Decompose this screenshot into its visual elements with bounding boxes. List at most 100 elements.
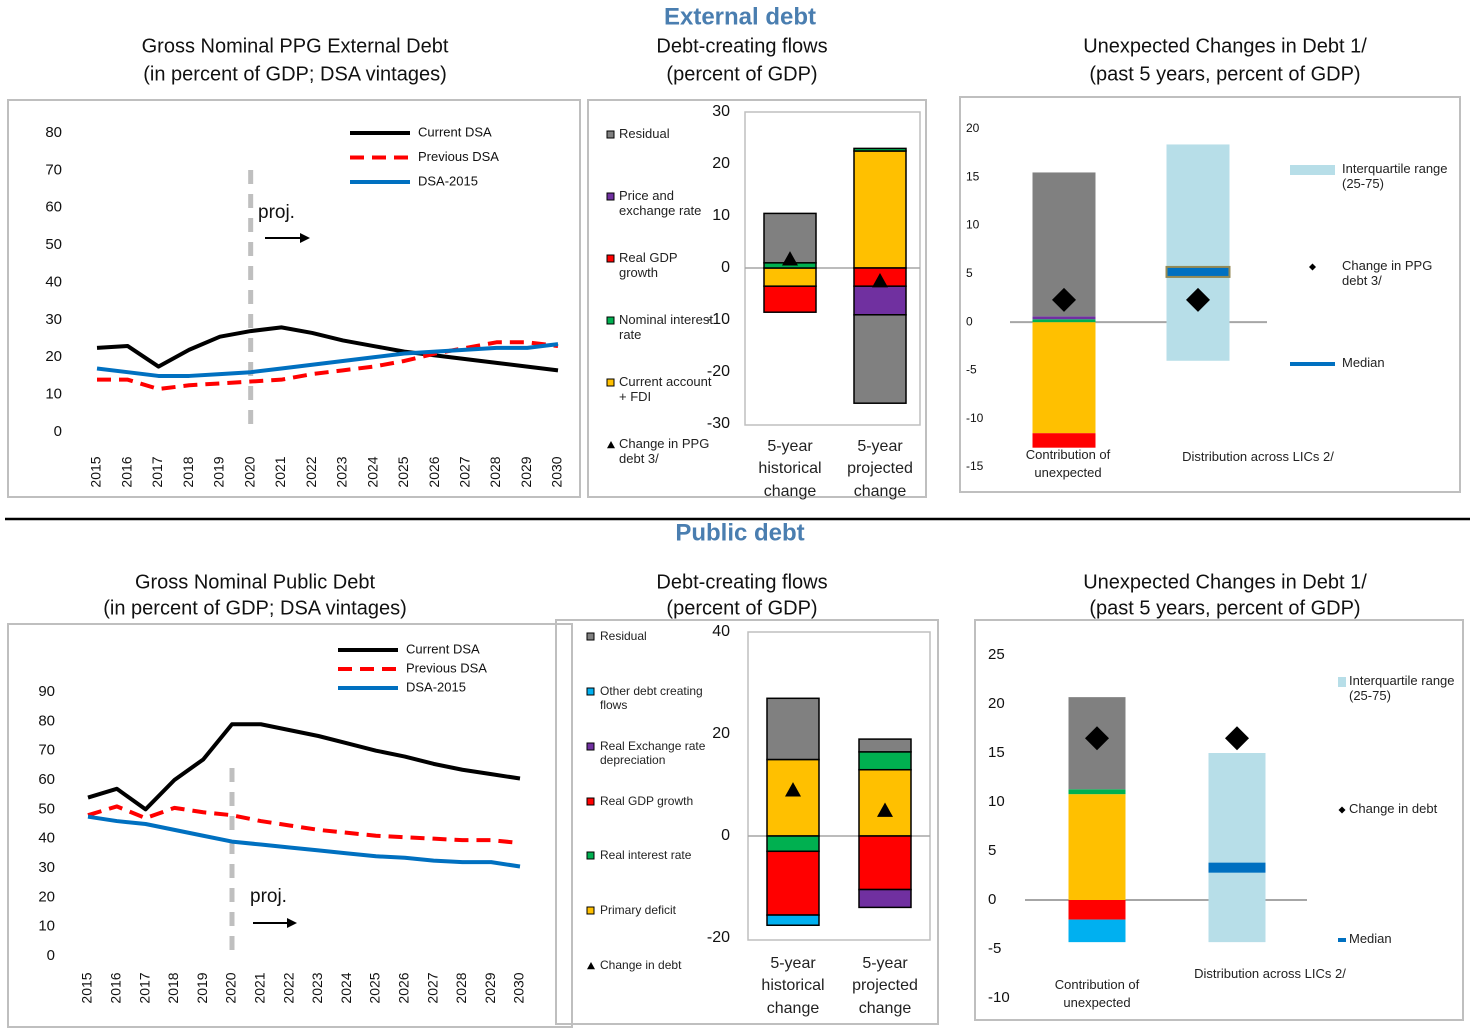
x-tick-label: 2016 — [108, 972, 124, 1003]
y-tick-label: -20 — [707, 929, 730, 946]
x-tick-label: 2030 — [549, 456, 565, 487]
legend-swatch — [606, 130, 615, 139]
y-tick-label: -5 — [966, 363, 977, 377]
x-tick-label: 2029 — [518, 456, 534, 487]
panel — [587, 99, 927, 498]
legend-label: Current account + FDI — [619, 374, 712, 405]
range-bar — [1166, 144, 1230, 361]
bar-segment — [853, 285, 907, 316]
x-tick-label: 2022 — [303, 456, 319, 487]
y-tick-label: 0 — [966, 314, 973, 328]
legend-swatch — [586, 906, 595, 915]
x-tick-label: 2015 — [88, 456, 104, 487]
chart-subtitle: (past 5 years, percent of GDP) — [1089, 597, 1360, 619]
x-tick-label: 2024 — [338, 972, 354, 1003]
y-tick-label: 90 — [38, 683, 55, 700]
bar-segment — [853, 150, 907, 269]
chart-subtitle: (past 5 years, percent of GDP) — [1089, 63, 1360, 85]
y-tick-label: 20 — [988, 695, 1005, 712]
bar-segment — [858, 738, 912, 753]
series-line — [96, 325, 559, 373]
legend-swatch — [1309, 263, 1316, 271]
legend-label: Price and exchange rate — [619, 188, 702, 219]
y-tick-label: 0 — [721, 827, 730, 844]
y-tick-label: -5 — [988, 940, 1001, 957]
marker — [877, 802, 893, 817]
y-tick-label: 0 — [54, 423, 62, 440]
y-tick-label: 0 — [47, 947, 55, 964]
x-tick-label: 2021 — [252, 972, 268, 1003]
marker — [1052, 287, 1076, 312]
marker — [1085, 726, 1109, 751]
y-tick-label: -20 — [707, 363, 730, 380]
x-tick-label: 2025 — [367, 972, 383, 1003]
marker — [1225, 726, 1249, 751]
x-tick-label: 2028 — [487, 456, 503, 487]
x-tick-label: 2015 — [79, 972, 95, 1003]
legend-label: Real GDP growth — [619, 250, 678, 281]
x-tick-label: Contribution of unexpected — [1025, 447, 1111, 481]
median-bar — [1165, 265, 1231, 278]
legend-label: DSA-2015 — [406, 679, 466, 694]
y-tick-label: 0 — [988, 891, 996, 908]
y-tick-label: 25 — [988, 646, 1005, 663]
section-title: Public debt — [675, 519, 804, 546]
bar-segment — [1068, 794, 1126, 900]
y-tick-label: 15 — [966, 169, 980, 183]
legend-label: Change in PPG debt 3/ — [619, 436, 710, 467]
series-line — [96, 342, 559, 378]
legend-swatch — [606, 254, 615, 263]
legend-label: Median — [1349, 931, 1392, 947]
y-tick-label: 10 — [38, 918, 55, 935]
y-tick-label: -10 — [988, 989, 1010, 1006]
section-title: External debt — [664, 3, 816, 30]
chart-subtitle: (in percent of GDP; DSA vintages) — [103, 597, 406, 619]
legend-swatch — [606, 192, 615, 201]
legend-label: Current DSA — [418, 124, 492, 139]
legend-swatch — [587, 962, 595, 970]
y-tick-label: 20 — [712, 155, 730, 172]
bar-segment — [1068, 919, 1126, 943]
series-line — [87, 722, 521, 812]
x-tick-label: 2023 — [309, 972, 325, 1003]
x-tick-label: Distribution across LICs 2/ — [1182, 449, 1334, 464]
legend-swatch — [586, 687, 595, 696]
x-tick-label: 2017 — [149, 456, 165, 487]
arrow-head — [300, 233, 310, 243]
bar-segment — [766, 850, 820, 916]
legend-swatch — [586, 632, 595, 641]
y-tick-label: 40 — [45, 273, 62, 290]
series-line — [87, 814, 521, 869]
legend-label: Interquartile range (25-75) — [1349, 673, 1455, 704]
panel — [974, 619, 1464, 1021]
range-bar — [1208, 753, 1266, 943]
y-tick-label: 15 — [988, 744, 1005, 761]
bar-segment — [1032, 316, 1096, 320]
bar-segment — [1068, 789, 1126, 795]
bar-segment — [1032, 319, 1096, 323]
bar-segment — [853, 147, 907, 152]
legend-label: Change in debt — [1349, 801, 1438, 817]
bar-segment — [763, 285, 817, 313]
panel — [7, 623, 573, 1028]
legend-swatch — [586, 851, 595, 860]
legend-swatch — [586, 797, 595, 806]
bar-segment — [763, 267, 817, 287]
y-tick-label: 5 — [988, 842, 996, 859]
y-tick-label: 30 — [38, 859, 55, 876]
panel — [959, 96, 1461, 493]
chart-title: Debt-creating flows — [656, 571, 827, 593]
chart-title: Debt-creating flows — [656, 35, 827, 57]
legend-label: Real Exchange rate depreciation — [600, 738, 706, 767]
x-tick-label: Distribution across LICs 2/ — [1194, 966, 1346, 981]
bar-segment — [766, 835, 820, 853]
x-tick-label: 2027 — [457, 456, 473, 487]
x-tick-label: 2020 — [241, 456, 257, 487]
chart-title: Unexpected Changes in Debt 1/ — [1083, 35, 1367, 57]
series-line — [97, 340, 559, 392]
bar-segment — [858, 888, 912, 909]
y-tick-label: 30 — [712, 103, 730, 120]
marker — [785, 782, 801, 797]
x-tick-label: 2025 — [395, 456, 411, 487]
